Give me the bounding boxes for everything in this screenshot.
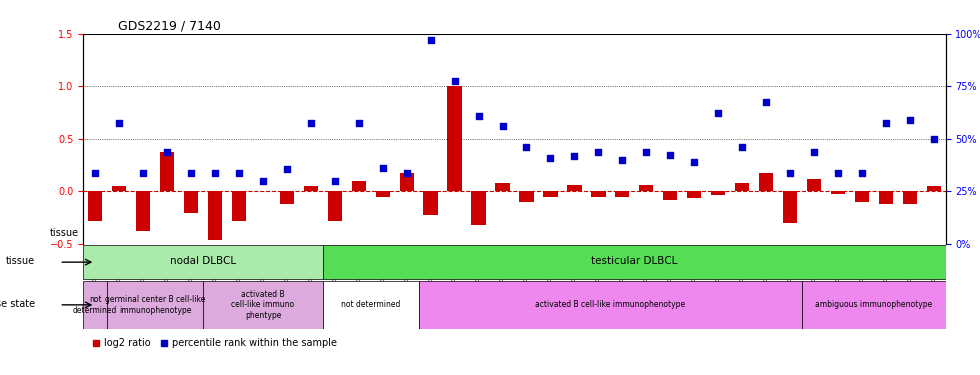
Point (518, 144, 534, 150)
Point (447, 78, 463, 84)
Bar (495, 183, 510, 192)
Bar (802, 281, 946, 328)
Point (591, 148, 607, 154)
Text: not determined: not determined (341, 300, 401, 309)
Bar (418, 281, 802, 328)
Point (231, 170, 247, 176)
Bar (519, 192, 534, 202)
Point (495, 123, 511, 129)
Bar (448, 86, 462, 192)
Point (422, 37, 438, 43)
Point (638, 148, 654, 154)
Text: activated B
cell-like immuno
phentype: activated B cell-like immuno phentype (231, 290, 295, 320)
Point (183, 170, 199, 176)
Point (207, 170, 222, 176)
Point (854, 170, 869, 176)
Point (279, 166, 295, 172)
Bar (759, 172, 773, 192)
Bar (926, 186, 941, 192)
Point (710, 110, 726, 116)
Bar (879, 192, 893, 204)
Point (782, 170, 798, 176)
Text: not
determined: not determined (74, 295, 118, 315)
Point (926, 136, 942, 142)
Bar (203, 281, 322, 328)
Bar (687, 192, 702, 198)
Text: ambiguous immunophenotype: ambiguous immunophenotype (815, 300, 932, 309)
Point (614, 157, 630, 163)
Text: tissue: tissue (6, 256, 35, 266)
Bar (327, 192, 342, 221)
Point (351, 120, 367, 126)
Point (399, 170, 415, 176)
Bar (783, 192, 797, 223)
Bar (567, 185, 581, 192)
Bar (352, 181, 366, 192)
Text: germinal center B cell-like
immunophenotype: germinal center B cell-like immunophenot… (105, 295, 206, 315)
Text: activated B cell-like immunophenotype: activated B cell-like immunophenotype (535, 300, 685, 309)
Bar (208, 192, 222, 240)
Bar (88, 192, 103, 221)
Point (470, 113, 486, 119)
Bar (807, 179, 821, 192)
Point (303, 120, 318, 126)
Bar (83, 281, 107, 328)
Point (878, 120, 894, 126)
Point (160, 148, 175, 154)
Point (902, 117, 917, 123)
Bar (232, 192, 246, 221)
Bar (903, 192, 917, 204)
Point (375, 165, 391, 171)
Bar (375, 192, 390, 197)
Point (734, 144, 750, 150)
Text: nodal DLBCL: nodal DLBCL (170, 256, 236, 266)
Text: testicular DLBCL: testicular DLBCL (591, 256, 677, 266)
Legend: log2 ratio, percentile rank within the sample: log2 ratio, percentile rank within the s… (88, 334, 341, 352)
Bar (855, 192, 869, 202)
Bar (710, 192, 725, 195)
Bar (184, 192, 198, 213)
Point (87, 170, 103, 176)
Bar (160, 152, 174, 192)
Text: disease state: disease state (0, 299, 35, 309)
Point (135, 170, 151, 176)
Bar (831, 192, 845, 194)
Point (759, 99, 774, 105)
Text: GDS2219 / 7140: GDS2219 / 7140 (118, 20, 220, 33)
Point (807, 148, 822, 154)
Point (662, 152, 678, 157)
Bar (112, 186, 126, 192)
Bar (543, 192, 558, 197)
Point (112, 120, 127, 126)
Bar (136, 192, 150, 231)
Bar (107, 281, 203, 328)
Bar (423, 192, 438, 214)
Bar (400, 172, 414, 192)
Bar (83, 245, 322, 279)
Bar (304, 186, 318, 192)
Point (830, 170, 846, 176)
Bar (322, 245, 946, 279)
Point (686, 159, 702, 165)
Point (566, 153, 582, 159)
Bar (279, 192, 294, 204)
Bar (663, 192, 677, 200)
Point (327, 178, 343, 184)
Point (255, 178, 270, 184)
Bar (471, 192, 486, 225)
Bar (615, 192, 629, 197)
Bar (735, 183, 750, 192)
Bar (639, 185, 654, 192)
Bar (322, 281, 418, 328)
Point (543, 155, 559, 161)
Text: tissue: tissue (49, 228, 78, 238)
Bar (591, 192, 606, 197)
